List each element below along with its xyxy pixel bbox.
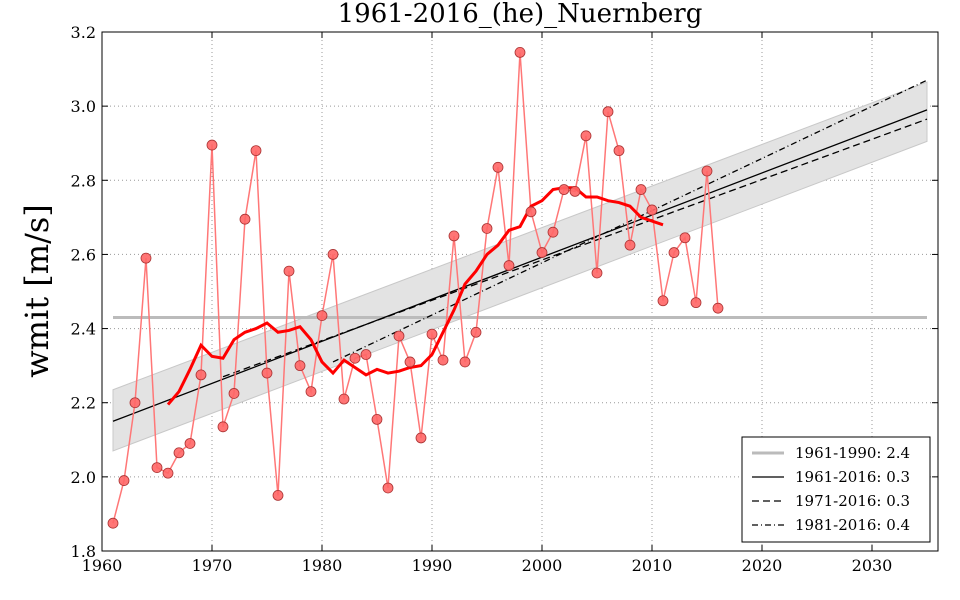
- data-point: [613, 145, 625, 157]
- x-tick-label: 1970: [192, 556, 233, 575]
- legend-label: 1961-1990: 2.4: [795, 444, 910, 462]
- data-point: [360, 349, 372, 360]
- trend-line-dashdot: [332, 79, 928, 363]
- annual-series-line: [112, 52, 719, 524]
- data-point: [657, 295, 669, 307]
- legend-label: 1971-2016: 0.3: [795, 492, 910, 510]
- data-point: [503, 260, 515, 271]
- y-tick-label: 3.2: [71, 23, 96, 42]
- x-tick-label: 1960: [82, 556, 123, 575]
- data-point: [668, 247, 680, 258]
- data-point: [283, 265, 295, 277]
- x-tick-label: 1980: [302, 556, 343, 575]
- data-point: [646, 204, 658, 216]
- plot-frame: [101, 31, 939, 552]
- y-tick-label: 3.0: [71, 97, 96, 116]
- data-point: [481, 223, 493, 234]
- data-point: [316, 310, 328, 321]
- data-point: [107, 517, 119, 529]
- legend-label: 1961-2016: 0.3: [795, 468, 910, 486]
- data-point: [162, 467, 174, 479]
- data-point: [206, 139, 218, 151]
- data-point: [536, 247, 548, 258]
- data-point: [624, 239, 636, 251]
- trend-line-dashed: [222, 118, 928, 378]
- moving-average-line: [166, 186, 664, 406]
- y-tick-label: 2.0: [71, 468, 96, 487]
- legend-label: 1981-2016: 0.4: [795, 516, 910, 534]
- data-point: [382, 482, 394, 494]
- data-point: [338, 393, 350, 405]
- x-tick-label: 2030: [852, 556, 893, 575]
- data-point: [393, 330, 405, 342]
- data-point: [547, 226, 559, 238]
- plot-area: 1960 1970 1980 1990 2000 2010 2020 2030 1.8 2.0 2.…: [71, 23, 939, 575]
- data-point: [602, 106, 614, 118]
- data-point: [118, 475, 130, 486]
- data-point: [690, 297, 702, 309]
- data-point: [129, 397, 141, 409]
- data-point: [569, 186, 581, 197]
- x-tick-label: 2020: [742, 556, 783, 575]
- data-point: [591, 267, 603, 279]
- data-point: [250, 145, 262, 157]
- data-point: [349, 352, 361, 364]
- y-tick-label: 2.2: [71, 394, 96, 413]
- data-point: [448, 230, 460, 242]
- trend-line-solid: [112, 109, 928, 422]
- data-point: [679, 232, 691, 244]
- data-point: [140, 252, 152, 264]
- data-point: [635, 184, 647, 195]
- data-point: [228, 388, 240, 399]
- data-point: [525, 206, 537, 218]
- y-tick-label: 2.4: [71, 320, 96, 339]
- data-point: [580, 130, 592, 142]
- data-point: [426, 328, 438, 340]
- data-point: [558, 184, 570, 195]
- data-point: [239, 213, 251, 225]
- data-point: [305, 386, 317, 397]
- data-point: [701, 165, 713, 177]
- data-point: [459, 356, 471, 368]
- data-point: [294, 360, 306, 372]
- x-tick-label: 1990: [412, 556, 453, 575]
- data-point: [415, 432, 427, 444]
- y-tick-label: 2.6: [71, 245, 96, 264]
- x-tick-label: 2000: [522, 556, 563, 575]
- data-point: [404, 356, 416, 368]
- data-point: [470, 326, 482, 338]
- data-point: [151, 462, 163, 473]
- data-point: [184, 438, 196, 449]
- data-point: [327, 249, 339, 260]
- data-point: [492, 161, 504, 173]
- chart-title: 1961-2016_(he)_Nuernberg: [338, 0, 703, 29]
- y-tick-label: 2.8: [71, 171, 96, 190]
- data-point: [195, 369, 207, 381]
- x-tick-label: 2010: [632, 556, 673, 575]
- y-tick-label: 1.8: [71, 542, 96, 561]
- data-point: [437, 354, 449, 366]
- data-point: [712, 302, 724, 314]
- data-point: [261, 367, 273, 379]
- data-point: [217, 421, 229, 433]
- y-axis-label: wmit [m/s]: [18, 204, 56, 378]
- data-point: [272, 489, 284, 501]
- data-point: [514, 46, 526, 58]
- data-point: [371, 413, 383, 425]
- data-point: [173, 447, 185, 459]
